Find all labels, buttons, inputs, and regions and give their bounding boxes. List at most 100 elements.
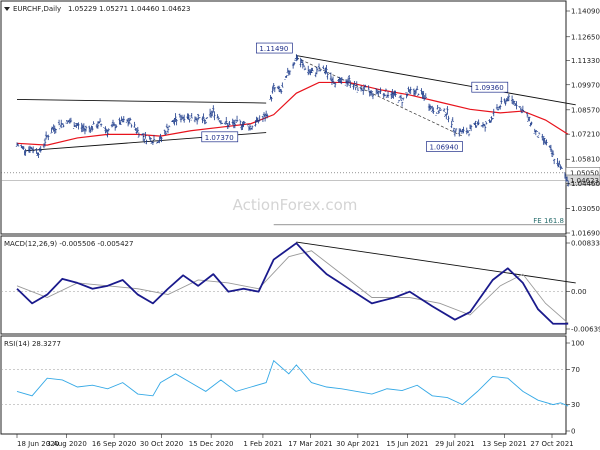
price-bar [127, 117, 131, 125]
price-bar [401, 97, 405, 101]
price-bar [201, 116, 204, 124]
price-bar [69, 117, 73, 123]
price-bar [543, 136, 546, 144]
macd-panel: 0.008334 0.00 -0.006393 MACD(12,26,9) -0.0… [0, 235, 600, 335]
price-bar [525, 112, 529, 118]
price-bar [242, 121, 245, 128]
price-bar [503, 98, 506, 103]
price-bar [311, 67, 314, 72]
price-bar [84, 125, 88, 132]
price-annotation: 1.07370 [201, 131, 239, 143]
current-price-label: 1.04623 [570, 177, 599, 185]
price-bar [414, 88, 418, 94]
price-bar [57, 119, 61, 126]
price-bar [246, 123, 250, 126]
price-bar [24, 148, 27, 156]
price-bar [91, 126, 94, 132]
price-bar [549, 144, 553, 152]
price-bar [322, 65, 325, 70]
price-title: EURCHF,Daily [13, 5, 61, 13]
price-bar [491, 117, 494, 120]
price-bar [35, 148, 38, 154]
price-frame [0, 0, 567, 235]
price-bar [536, 136, 540, 138]
price-bar [62, 124, 65, 128]
price-bar [44, 131, 48, 140]
price-bar [485, 121, 488, 125]
price-bar [349, 80, 352, 88]
price-bar [442, 108, 446, 113]
price-bar [149, 137, 152, 143]
price-bar [164, 130, 168, 136]
macd-y-tick-label: 0.00 [571, 288, 587, 296]
price-bar [521, 105, 525, 112]
price-bar [220, 122, 224, 124]
price-bar [233, 120, 237, 129]
price-bar [406, 92, 409, 97]
price-bar [31, 146, 35, 154]
price-bar [522, 110, 526, 113]
price-bar [400, 100, 404, 107]
price-bar [202, 113, 205, 120]
macd-main-line [16, 242, 569, 325]
price-bar [272, 83, 275, 90]
price-bar [383, 93, 387, 97]
price-bar [216, 114, 219, 119]
price-bar [504, 100, 507, 106]
price-bar [371, 93, 375, 100]
price-bar [61, 123, 64, 126]
price-bar [175, 118, 178, 126]
price-bar [453, 130, 457, 137]
price-y-tick-label: 1.05810 [571, 156, 600, 164]
price-bar [122, 116, 125, 123]
price-bar [315, 66, 319, 75]
price-bar [326, 72, 329, 80]
price-bar [160, 136, 163, 143]
x-tick-label: 30 Apr 2021 [336, 440, 379, 448]
price-bar [489, 120, 492, 123]
price-bar [496, 108, 500, 111]
macd-title: MACD(12,26,9) -0.005506 -0.005427 [4, 240, 133, 248]
price-quote: 1.05229 1.05271 1.04460 1.04623 [68, 5, 190, 13]
price-bar [98, 118, 102, 123]
price-bar [348, 75, 351, 84]
price-bar [413, 89, 417, 96]
price-bar [144, 131, 147, 139]
price-bar [428, 104, 432, 111]
price-bar [273, 86, 276, 93]
price-bar [134, 127, 137, 131]
price-bar [329, 72, 333, 81]
rsi-y-tick-label: 0 [571, 428, 575, 436]
price-bar [302, 64, 306, 67]
price-bar [174, 113, 177, 122]
x-tick-label: 15 Dec 2020 [189, 440, 234, 448]
level-label: 1.05050 [570, 169, 599, 177]
price-bar [223, 121, 227, 125]
price-bar [248, 123, 252, 131]
price-bar [394, 90, 397, 97]
x-tick-label: 13 Sep 2021 [482, 440, 526, 448]
rsi-line [16, 359, 569, 407]
price-bar [119, 121, 122, 125]
x-tick-label: 18 Jun 2020 [17, 440, 59, 448]
price-annotation: 1.09360 [471, 81, 509, 93]
price-bar [475, 125, 478, 128]
price-bar [261, 115, 265, 122]
price-bar [182, 114, 186, 123]
price-bar [54, 128, 58, 134]
price-bar [545, 139, 548, 146]
price-bar [115, 124, 118, 129]
price-bar [280, 89, 283, 94]
price-bar [432, 107, 435, 114]
chevron-down-icon[interactable] [4, 7, 10, 11]
price-bar [77, 122, 80, 130]
price-bar [417, 93, 420, 96]
price-bar [197, 113, 200, 120]
price-bar [495, 104, 499, 110]
price-trendline [16, 98, 267, 104]
price-y-tick-label: 1.11330 [571, 57, 600, 65]
price-bar [551, 150, 555, 157]
price-bar [559, 165, 562, 170]
price-bar [143, 136, 146, 144]
